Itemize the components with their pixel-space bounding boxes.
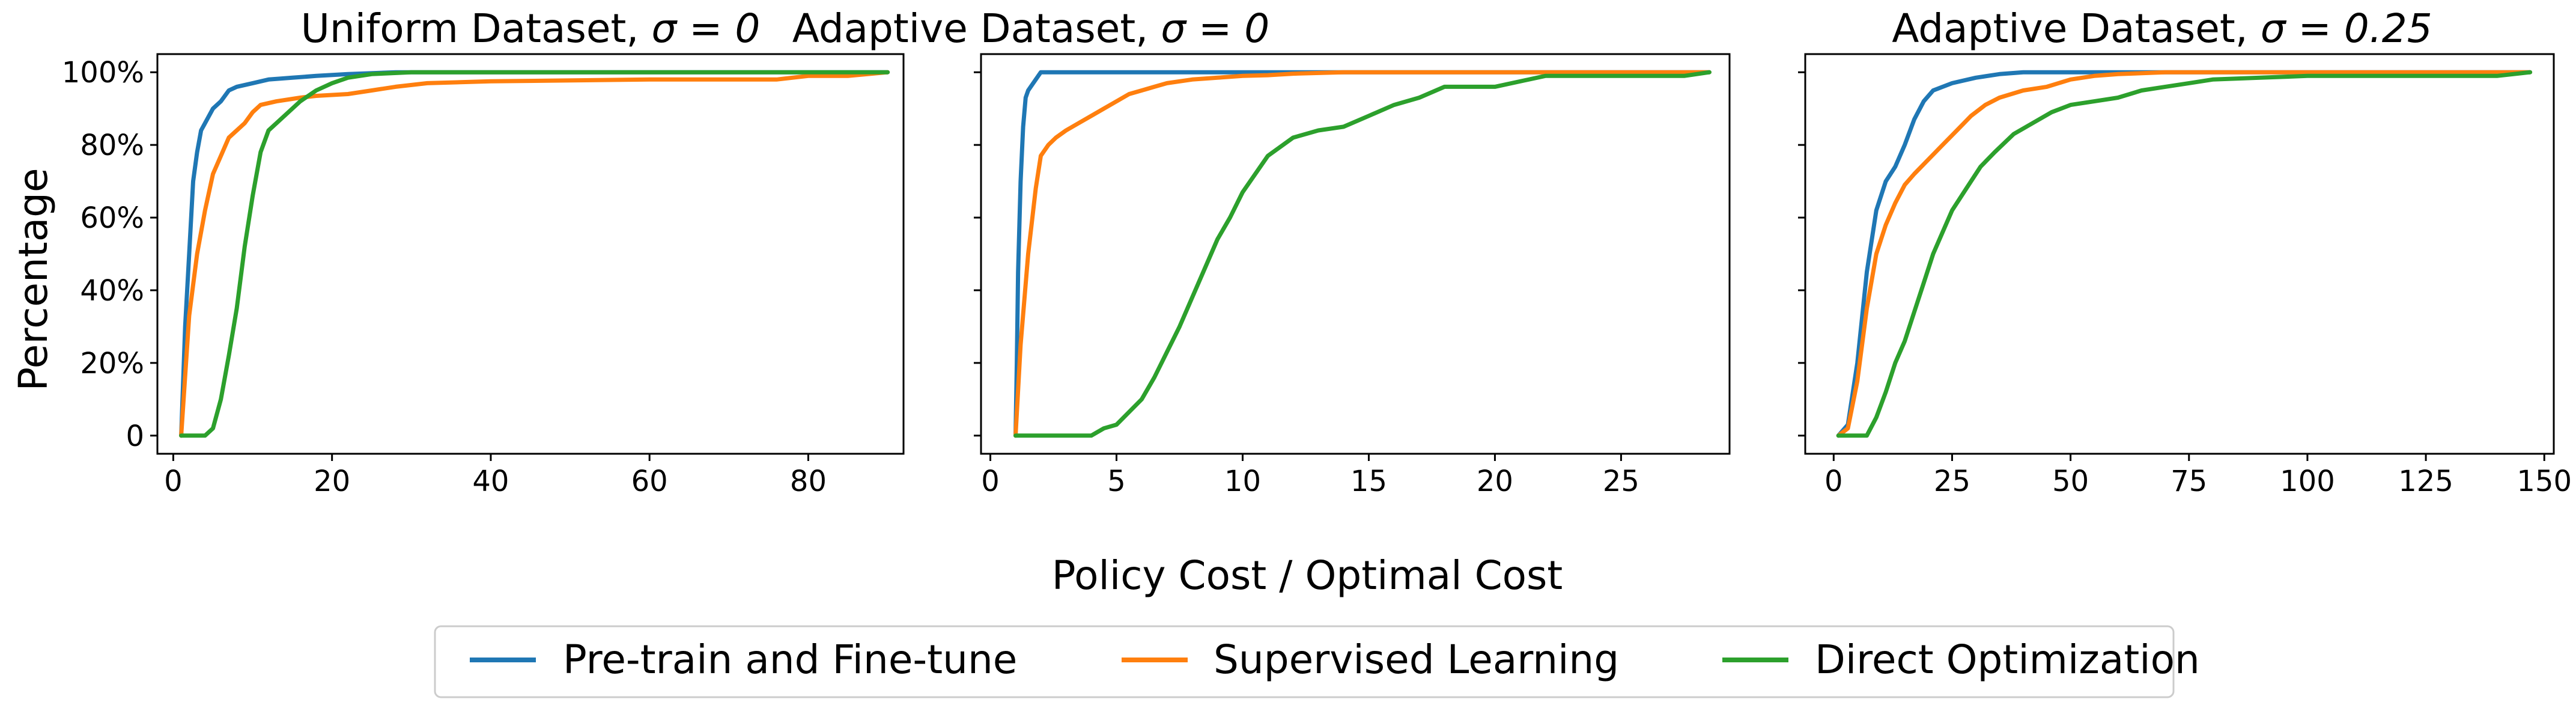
x-tick-label: 25 xyxy=(1934,465,1970,498)
subplot-adaptive-sigma-0: Adaptive Dataset, σ = 0 0 5 10 15 20 25 xyxy=(792,5,1731,498)
x-tick-label: 125 xyxy=(2398,465,2453,498)
plot-area-frame xyxy=(156,53,905,455)
x-tick-label: 15 xyxy=(1350,465,1387,498)
legend: Pre-train and Fine-tune Supervised Learn… xyxy=(434,625,2200,698)
subplot-title: Adaptive Dataset, σ = 0 xyxy=(792,5,1270,52)
y-tick-label: 60% xyxy=(80,201,144,235)
legend-label-supervised: Supervised Learning xyxy=(1214,636,1619,683)
subplot-title: Uniform Dataset, σ = 0 xyxy=(301,5,761,52)
y-tick-label: 100% xyxy=(62,56,144,90)
series-line-supervised xyxy=(179,70,890,438)
x-tick-label: 0 xyxy=(164,465,183,498)
x-tick-label: 0 xyxy=(981,465,1000,498)
series-line-supervised xyxy=(1836,70,2533,438)
x-tick-label: 0 xyxy=(1824,465,1843,498)
series-line-pretrain xyxy=(1013,70,1712,438)
x-tick-label: 25 xyxy=(1603,465,1639,498)
x-tick-label: 100 xyxy=(2280,465,2335,498)
subplot-title: Adaptive Dataset, σ = 0.25 xyxy=(1892,5,2432,52)
y-tick-label: 0 xyxy=(126,420,144,453)
y-tick-label: 80% xyxy=(80,129,144,162)
plot-area-frame xyxy=(1804,53,2555,455)
y-tick-label: 40% xyxy=(80,274,144,308)
plot-area-frame xyxy=(980,53,1731,455)
x-tick-label: 20 xyxy=(314,465,350,498)
series-line-supervised xyxy=(1013,70,1712,438)
x-tick-label: 10 xyxy=(1224,465,1261,498)
x-tick-label: 80 xyxy=(790,465,827,498)
y-tick-label: 20% xyxy=(80,347,144,380)
series-line-direct xyxy=(1013,70,1712,438)
x-tick-label: 5 xyxy=(1107,465,1126,498)
x-tick-label: 50 xyxy=(2052,465,2089,498)
series-line-direct xyxy=(1836,70,2533,438)
legend-label-direct: Direct Optimization xyxy=(1815,636,2200,683)
legend-label-pretrain: Pre-train and Fine-tune xyxy=(563,636,1017,683)
series-line-pretrain xyxy=(1836,70,2533,438)
subplot-uniform-sigma-0: Uniform Dataset, σ = 0 0 20 40 60 80 0 20% 40% 6… xyxy=(62,5,905,498)
x-tick-label: 60 xyxy=(631,465,668,498)
x-tick-label: 150 xyxy=(2517,465,2572,498)
x-tick-label: 75 xyxy=(2170,465,2207,498)
x-tick-label: 20 xyxy=(1477,465,1513,498)
x-tick-label: 40 xyxy=(472,465,509,498)
subplot-adaptive-sigma-0-25: Adaptive Dataset, σ = 0.25 0 25 50 75 100 125… xyxy=(1798,5,2572,498)
y-axis-label: Percentage xyxy=(10,168,56,391)
x-axis-label: Policy Cost / Optimal Cost xyxy=(1052,552,1563,599)
series-line-pretrain xyxy=(179,70,890,438)
legend-frame xyxy=(434,625,2175,698)
series-line-direct xyxy=(179,70,890,438)
